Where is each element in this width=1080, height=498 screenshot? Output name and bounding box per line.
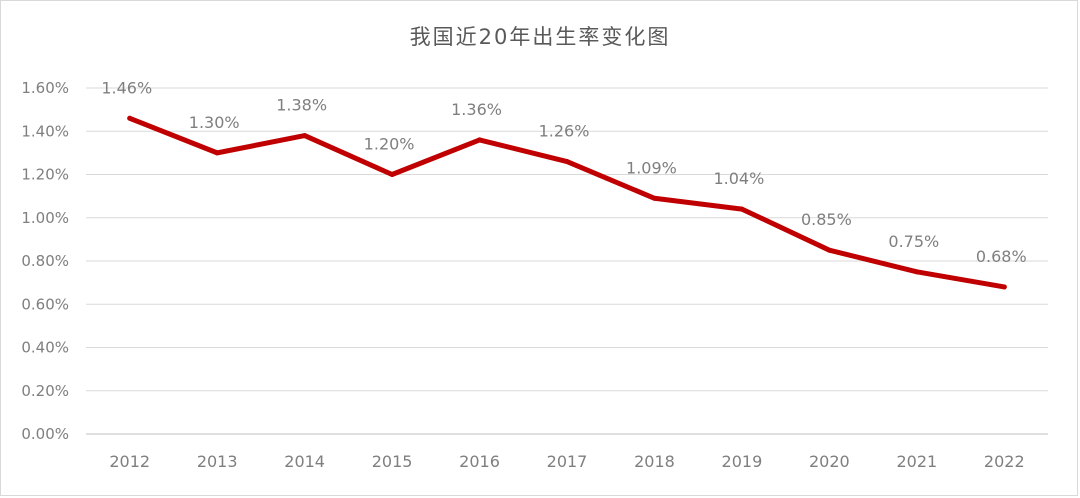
data-label: 1.38% xyxy=(276,96,327,115)
data-point xyxy=(389,172,395,177)
x-tick-label: 2015 xyxy=(372,452,413,471)
y-tick-label: 0.40% xyxy=(21,339,69,357)
data-point xyxy=(1001,284,1007,290)
data-point xyxy=(651,195,657,201)
chart-title: 我国近20年出生率变化图 xyxy=(410,25,671,49)
data-labels: 1.46% 1.30% 1.38% 1.20% 1.36% 1.26% 1.09% 1.04%… xyxy=(101,78,1026,266)
data-point xyxy=(739,206,745,212)
data-label: 1.36% xyxy=(451,100,502,119)
data-label: 1.09% xyxy=(626,158,677,177)
x-tick-label: 2021 xyxy=(896,452,937,471)
data-label: 1.30% xyxy=(189,113,240,132)
grid-layer xyxy=(86,87,1048,435)
x-tick-label: 2022 xyxy=(984,452,1025,471)
x-tick-label: 2014 xyxy=(284,452,325,471)
y-tick-label: 1.20% xyxy=(21,166,69,184)
data-point xyxy=(302,133,308,139)
y-tick-label: 1.00% xyxy=(21,209,69,227)
y-tick-label: 0.20% xyxy=(21,382,69,400)
data-label: 1.46% xyxy=(101,78,152,97)
data-point xyxy=(477,137,483,143)
x-tick-label: 2013 xyxy=(197,452,238,471)
x-axis-ticks: 2012 2013 2014 2015 2016 2017 2018 2019 2020 2021… xyxy=(109,452,1024,471)
x-tick-label: 2016 xyxy=(459,452,500,471)
data-label: 1.04% xyxy=(713,169,764,188)
data-label: 1.20% xyxy=(364,135,415,154)
data-label: 0.85% xyxy=(801,210,852,229)
series-layer xyxy=(127,115,1007,290)
y-tick-label: 0.60% xyxy=(21,295,69,313)
x-tick-label: 2017 xyxy=(547,452,588,471)
data-label: 0.75% xyxy=(888,232,939,251)
data-point xyxy=(826,247,832,253)
x-tick-label: 2018 xyxy=(634,452,675,471)
y-tick-label: 1.60% xyxy=(21,79,69,97)
data-label: 0.68% xyxy=(976,247,1027,266)
x-tick-label: 2019 xyxy=(722,452,763,471)
y-tick-label: 1.40% xyxy=(21,122,69,140)
data-point xyxy=(564,159,570,165)
data-point xyxy=(914,269,920,275)
y-axis-ticks: 0.00% 0.20% 0.40% 0.60% 0.80% 1.00% 1.20% 1.40%… xyxy=(21,79,69,443)
data-point xyxy=(214,150,220,156)
y-tick-label: 0.80% xyxy=(21,252,69,270)
x-tick-label: 2012 xyxy=(109,452,150,471)
y-tick-label: 0.00% xyxy=(21,425,69,443)
x-tick-label: 2020 xyxy=(809,452,850,471)
data-point xyxy=(127,115,133,121)
series-line xyxy=(127,115,1007,290)
data-label: 1.26% xyxy=(539,122,590,141)
